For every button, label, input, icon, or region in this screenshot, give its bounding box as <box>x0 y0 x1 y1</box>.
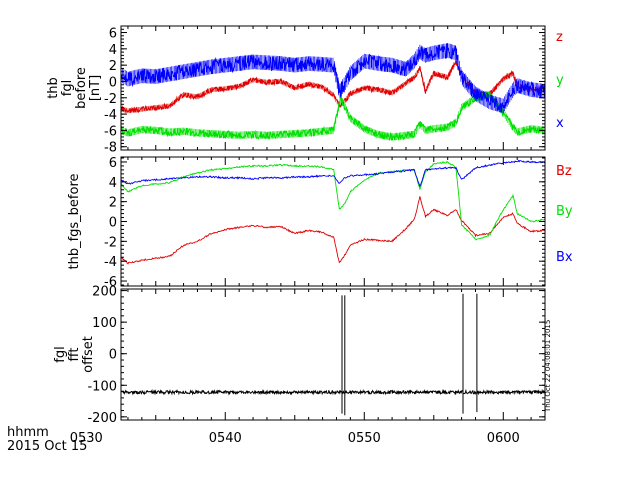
y-tick-label: -4 <box>104 108 117 123</box>
series-line-by <box>121 160 545 241</box>
timestamp-label: Thu Oct 22 04:08:01 2015 <box>544 320 552 413</box>
y-axis-label: before <box>74 67 89 109</box>
panel-fgs-before: 6 4 2 0 -2 -4 -6 thb_fgs_before Bz By Bx <box>67 156 573 290</box>
y-tick-label: 0 <box>109 216 117 231</box>
y-axis-label: thb <box>46 77 61 99</box>
x-tick-label: 0530 <box>70 431 103 446</box>
data-area <box>121 159 545 265</box>
y-tick-label: -8 <box>104 141 117 156</box>
y-tick-label: 4 <box>109 176 117 191</box>
x-axis-label: hhmm <box>7 425 49 440</box>
legend-z: z <box>556 30 563 45</box>
y-tick-label: -2 <box>104 235 117 250</box>
series-line-bx <box>121 159 545 188</box>
y-tick-label: 4 <box>109 43 117 58</box>
data-area <box>121 43 545 142</box>
shared-time-axis: 0530 0540 0550 0600 <box>70 431 520 446</box>
data-area <box>121 293 545 416</box>
date-label: 2015 Oct 15 <box>7 439 87 454</box>
series-band-x <box>121 43 545 114</box>
series-band-z <box>121 59 545 114</box>
y-tick-label: 200 <box>92 285 117 300</box>
y-tick-label: 100 <box>92 316 117 331</box>
x-tick-label: 0600 <box>487 431 520 446</box>
y-tick-label: 6 <box>109 27 117 42</box>
y-tick-label: -2 <box>104 92 117 107</box>
y-tick-label: -6 <box>104 275 117 290</box>
offset-trace <box>121 388 545 396</box>
legend-x: x <box>556 116 564 131</box>
y-axis-label: offset <box>81 336 96 373</box>
y-axis-label: fgl <box>60 80 75 96</box>
y-axis-label: [nT] <box>88 75 103 101</box>
y-axis-label: fgl <box>53 346 68 362</box>
y-tick-label: -200 <box>87 411 117 426</box>
y-tick-label: -6 <box>104 124 117 139</box>
y-tick-label: 0 <box>109 75 117 90</box>
legend-bx: Bx <box>556 250 573 265</box>
y-tick-label: 6 <box>109 156 117 171</box>
legend-bz: Bz <box>556 164 572 179</box>
y-tick-label: 0 <box>109 348 117 363</box>
y-axis-label: fft <box>67 347 82 361</box>
x-tick-label: 0550 <box>348 431 381 446</box>
legend-y: y <box>556 73 564 88</box>
y-tick-label: 2 <box>109 59 117 74</box>
legend-by: By <box>556 204 573 219</box>
y-tick-label: -4 <box>104 255 117 270</box>
series-line-bz <box>121 196 545 265</box>
panel-frame <box>120 288 546 421</box>
y-tick-label: -100 <box>87 379 117 394</box>
y-tick-label: 2 <box>109 196 117 211</box>
panel-fgl-fft-offset: 200 100 0 -100 -200 fgl fft offset <box>53 285 546 426</box>
y-axis-label: thb_fgs_before <box>67 173 82 269</box>
x-tick-label: 0540 <box>209 431 242 446</box>
